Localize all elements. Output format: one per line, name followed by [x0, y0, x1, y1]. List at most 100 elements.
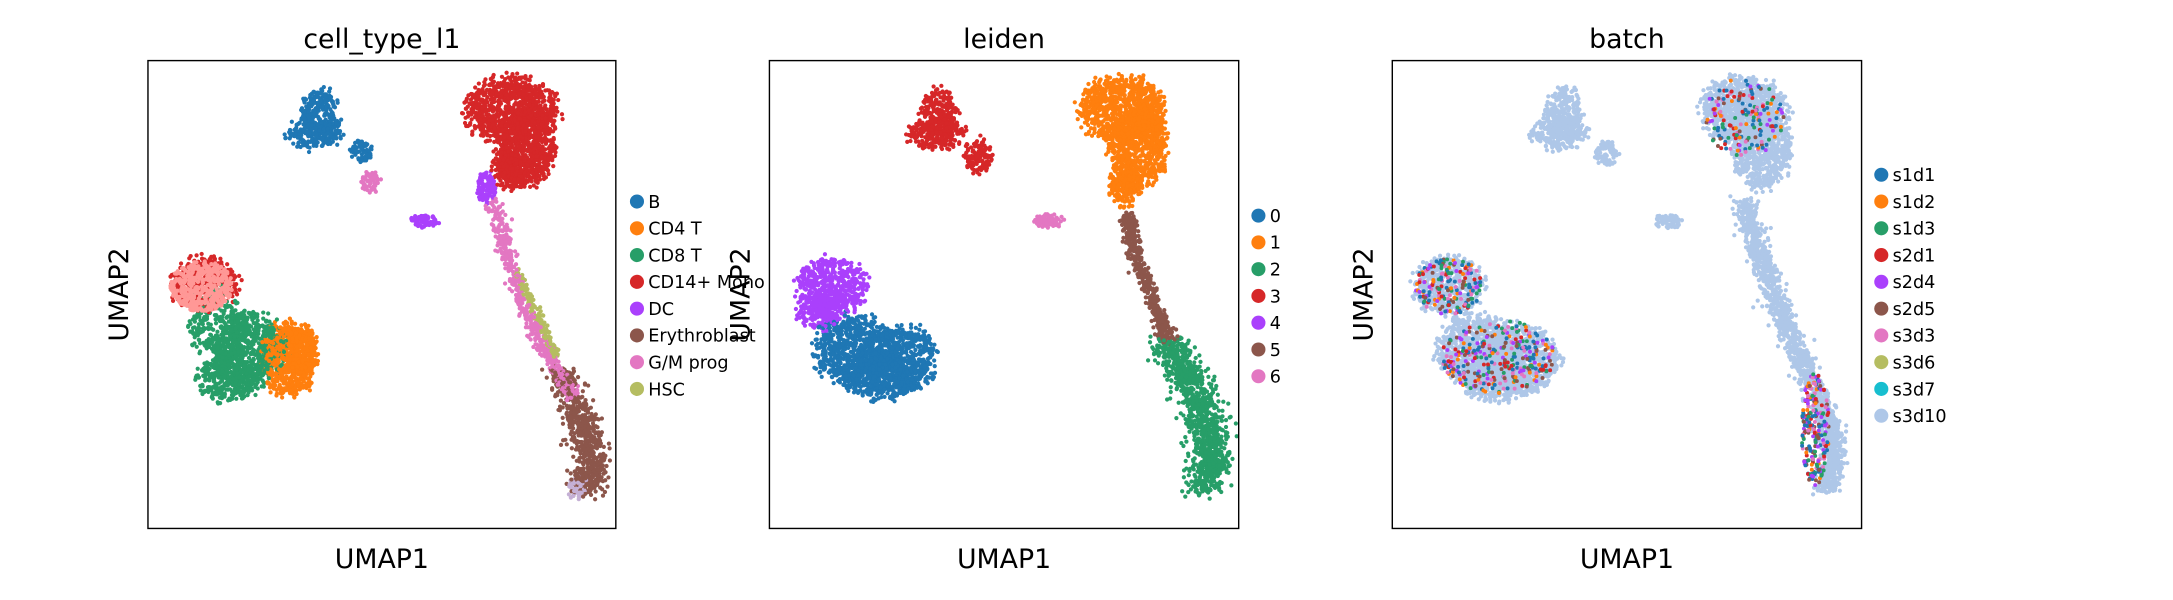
scatter-point	[551, 135, 556, 141]
scatter-point	[498, 246, 503, 251]
scatter-point	[494, 119, 499, 124]
scatter-point	[540, 99, 545, 104]
scatter-point	[334, 121, 339, 126]
scatter-point	[487, 138, 493, 143]
scatter-point	[528, 184, 533, 189]
scatter-point	[234, 292, 240, 297]
scatter-point	[255, 355, 261, 361]
scatter-point	[550, 387, 555, 392]
scatter-point	[195, 366, 200, 371]
scatter-point	[197, 329, 202, 334]
scatter-point	[492, 139, 497, 145]
scatter-point	[206, 325, 211, 330]
scatter-point	[197, 349, 203, 354]
scatter-point	[548, 99, 553, 105]
chart-title: cell_type_l1	[303, 24, 460, 55]
scatter-point	[282, 132, 287, 137]
scatter-point	[206, 389, 211, 395]
scatter-point	[430, 214, 436, 219]
scatter-point	[606, 475, 611, 480]
scatter-point	[201, 373, 207, 378]
scatter-point	[495, 207, 500, 212]
scatter-point	[221, 311, 226, 316]
scatter-point	[601, 444, 606, 449]
scatter-point	[537, 351, 543, 357]
scatter-point	[602, 489, 608, 495]
scatter-point	[482, 80, 487, 85]
scatter-point	[296, 140, 301, 145]
scatter-point	[551, 122, 556, 127]
scatter-point	[571, 369, 577, 374]
scatter-point	[204, 316, 210, 322]
scatter-point	[488, 82, 493, 87]
scatter-point	[206, 371, 211, 376]
scatter-point	[607, 446, 612, 451]
scatter-point	[363, 156, 368, 162]
scatter-point	[523, 325, 529, 330]
scatter-point	[576, 497, 581, 502]
scatter-point	[261, 316, 266, 321]
scatter-point	[500, 257, 505, 262]
scatter-point	[259, 384, 264, 389]
scatter-point	[560, 421, 566, 426]
scatter-point	[568, 431, 573, 437]
scatter-point	[218, 319, 224, 324]
scatter-point	[341, 132, 346, 137]
scatter-point	[261, 310, 266, 315]
scatter-point	[599, 416, 604, 421]
scatter-point	[593, 412, 598, 417]
scatter-point	[545, 323, 550, 328]
scatter-point	[238, 391, 243, 396]
scatter-point	[289, 119, 294, 124]
scatter-points	[168, 70, 613, 502]
scatter-point	[522, 297, 527, 302]
scatter-point	[289, 321, 294, 326]
scatter-point	[510, 72, 515, 77]
scatter-point	[225, 262, 230, 267]
scatter-point	[504, 70, 509, 75]
scatter-point	[558, 442, 564, 448]
scatter-point	[561, 401, 567, 406]
scatter-point	[335, 142, 340, 147]
scatter-point	[503, 212, 508, 218]
scatter-point	[356, 156, 361, 161]
scatter-point	[470, 129, 475, 134]
scatter-point	[314, 334, 319, 340]
scatter-point	[246, 355, 252, 361]
scatter-point	[470, 132, 475, 137]
scatter-point	[489, 100, 495, 106]
scatter-point	[477, 102, 482, 107]
scatter-point	[604, 463, 609, 469]
scatter-point	[244, 317, 250, 322]
scatter-point	[308, 92, 313, 98]
scatter-point	[473, 85, 478, 90]
scatter-point	[593, 489, 598, 494]
scatter-point	[571, 377, 576, 382]
scatter-point	[493, 248, 498, 253]
scatter-point	[338, 136, 343, 141]
scatter-point	[592, 497, 598, 502]
scatter-point	[535, 314, 541, 319]
scatter-point	[277, 329, 282, 334]
scatter-point	[436, 220, 442, 226]
scatter-point	[349, 154, 355, 159]
scatter-point	[198, 318, 203, 323]
scatter-point	[511, 146, 517, 151]
scatter-point	[196, 337, 201, 343]
scatter-point	[378, 177, 384, 182]
scatter-point	[211, 254, 217, 259]
scatter-point	[300, 109, 305, 114]
scatter-point	[493, 167, 498, 173]
scatter-point	[499, 74, 505, 79]
scatter-point	[307, 145, 312, 150]
scatter-point	[500, 201, 505, 207]
scatter-point	[206, 321, 211, 326]
scatter-point	[302, 96, 308, 101]
scatter-point	[600, 493, 606, 498]
scatter-point	[537, 174, 542, 179]
scatter-point	[540, 313, 545, 318]
scatter-point	[498, 178, 503, 183]
scatter-point	[468, 121, 473, 126]
scatter-point	[268, 390, 273, 395]
